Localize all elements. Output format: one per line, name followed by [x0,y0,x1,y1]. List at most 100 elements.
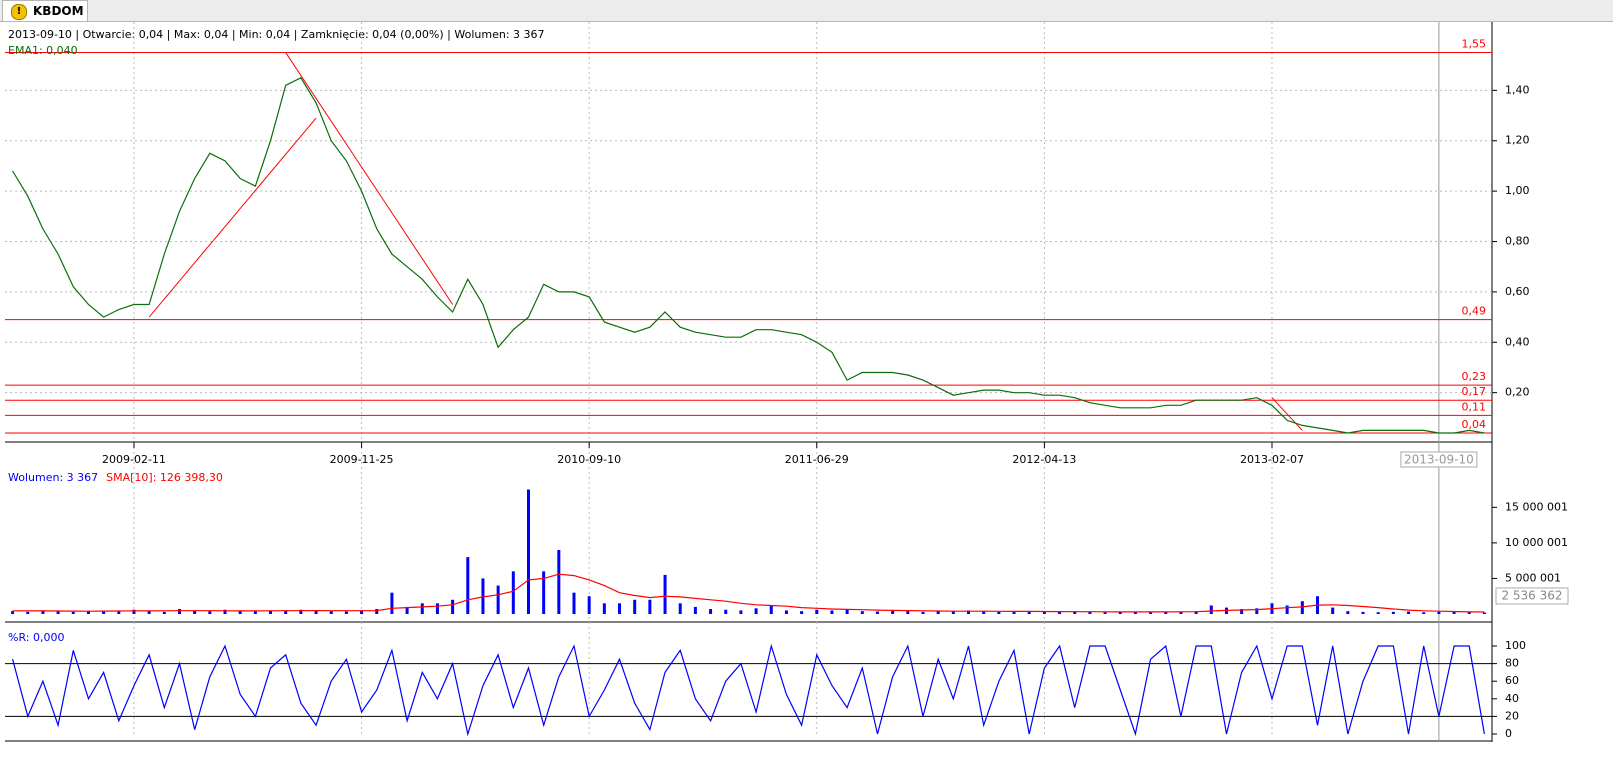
volume-bar [481,578,485,614]
volume-bar [1209,605,1213,614]
x-tick-label: 2013-02-07 [1240,453,1304,466]
volume-bar [1346,611,1350,614]
volume-bar [1194,611,1198,614]
y-tick-label: 15 000 001 [1505,500,1568,513]
volume-bar [663,574,667,614]
level-label: 0,23 [1462,370,1487,383]
volume-bar [496,585,500,614]
info-line: 2013-09-10 | Otwarcie: 0,04 | Max: 0,04 … [8,28,545,41]
volume-bar [1300,601,1304,614]
volume-bar [193,610,197,614]
volume-bar [1073,611,1077,614]
y-tick-label: 0,60 [1505,285,1530,298]
volume-bar [1391,611,1395,614]
volume-bar [102,611,106,614]
volume-bar [329,611,333,614]
y-tick-label: 5 000 001 [1505,571,1561,584]
volume-bar [177,609,181,614]
y-tick-label: 100 [1505,639,1526,652]
volume-bar [1361,611,1365,614]
level-label: 0,04 [1462,418,1487,431]
volume-bar [921,611,925,614]
volume-bar [815,609,819,614]
volume-bar [830,610,834,614]
volume-bar [238,611,242,614]
chart: 2013-09-10 | Otwarcie: 0,04 | Max: 0,04 … [5,22,1569,742]
volume-bar [587,596,591,614]
cursor-date: 2013-09-10 [1404,453,1474,467]
x-tick-label: 2012-04-13 [1012,453,1076,466]
volume-bar [71,611,75,614]
volume-bar [451,599,455,614]
x-tick-label: 2010-09-10 [557,453,621,466]
volume-bar [709,609,713,614]
volume-bar [1179,611,1183,614]
volume-bar [147,610,151,614]
y-tick-label: 20 [1505,709,1519,722]
volume-bar [739,610,743,614]
series-line [12,573,1485,613]
x-tick-label: 2009-02-11 [102,453,166,466]
volume-bar [162,611,166,614]
volume-bar [1164,612,1168,614]
volume-bar [860,611,864,614]
volume-bar [693,606,697,614]
volume-bar [253,611,257,614]
volume-bar [1149,611,1153,614]
volume-bar [967,610,971,614]
volume-bar [1467,612,1471,614]
volume-bar [557,550,561,614]
volume-bar [1437,611,1441,614]
volume-bar [875,611,879,614]
tab[interactable]: ! KBDOM [2,0,88,21]
y-tick-label: 10 000 001 [1505,536,1568,549]
volume-bar [936,611,940,614]
volume-bar [1452,611,1456,614]
level-label: 0,49 [1462,305,1487,318]
volume-bar [572,592,576,614]
volume-bar [800,611,804,614]
cursor-date-box [1400,451,1478,468]
volume-bar [1133,611,1137,614]
trend-line [1271,397,1303,431]
volume-bar [390,592,394,614]
volume-bar [678,603,682,614]
volume-bar [208,611,212,614]
y-tick-label: 0,40 [1505,335,1530,348]
y-tick-label: 1,20 [1505,134,1530,147]
volume-bar [1088,611,1092,614]
y-tick-label: 1,40 [1505,83,1530,96]
volume-bar [724,609,728,614]
volume-bar [648,599,652,614]
volume-bar [1058,611,1062,614]
y-tick-label: 60 [1505,674,1519,687]
volume-bar [1012,611,1016,614]
volume-bar [314,610,318,614]
volume-bar [1027,611,1031,614]
volume-bar [542,571,546,614]
volume-bar [618,603,622,614]
volume-bar [1482,612,1486,614]
tab-label: KBDOM [33,4,84,18]
volume-bar [511,571,515,614]
volume-bar [1376,612,1380,614]
series-line [12,643,1485,737]
volume-bar [299,609,303,614]
volume-bar [1240,609,1244,614]
y-tick-label: 80 [1505,657,1519,670]
legend-entry: Wolumen: 3 367 [8,471,98,484]
volume-bar [420,603,424,614]
volume-bar [891,610,895,614]
volume-bar [56,611,60,614]
legend-entry: SMA[10]: 126 398,30 [106,471,223,484]
volume-bar [951,611,955,614]
warning-icon: ! [11,4,27,20]
volume-bar [375,609,379,614]
volume-bar [284,610,288,614]
cursor-value: 2 536 362 [1501,588,1562,602]
volume-bar [435,603,439,614]
volume-bar [754,608,758,614]
y-tick-label: 1,00 [1505,184,1530,197]
x-tick-label: 2011-06-29 [785,453,849,466]
